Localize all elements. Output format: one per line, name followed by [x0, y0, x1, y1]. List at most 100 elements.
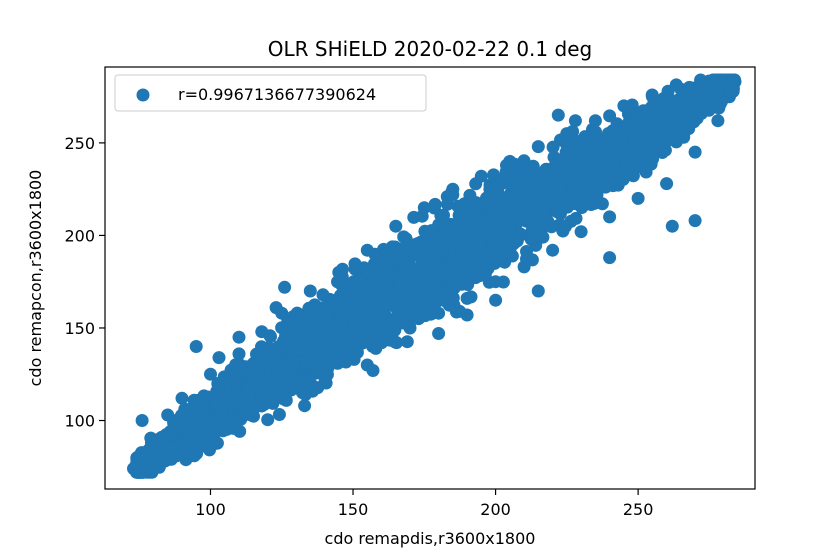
scatter-point	[175, 391, 189, 405]
scatter-point	[239, 407, 253, 421]
scatter-point	[432, 327, 446, 340]
scatter-point	[365, 327, 379, 341]
scatter-point	[646, 152, 659, 166]
scatter-point	[335, 318, 349, 332]
scatter-point	[274, 340, 288, 354]
scatter-point	[270, 365, 284, 379]
scatter-point	[665, 219, 679, 233]
scatter-point	[639, 165, 653, 179]
legend-marker	[136, 88, 150, 102]
scatter-point	[418, 224, 432, 238]
scatter-point	[337, 292, 351, 306]
scatter-point	[686, 88, 700, 102]
scatter-point	[715, 95, 728, 108]
scatter-point	[377, 297, 391, 311]
scatter-point	[406, 268, 420, 282]
scatter-point	[298, 399, 312, 413]
scatter-point	[366, 364, 380, 377]
scatter-point	[569, 177, 583, 191]
scatter-point	[682, 122, 696, 136]
y-axis-ticks: 100 150 200 250	[64, 134, 105, 431]
scatter-point	[411, 236, 425, 250]
scatter-point	[688, 145, 702, 159]
scatter-point	[501, 200, 515, 214]
scatter-point	[676, 96, 690, 110]
scatter-point	[514, 179, 528, 193]
scatter-point	[538, 164, 552, 178]
scatter-point	[272, 408, 286, 421]
scatter-point	[709, 83, 723, 97]
scatter-point	[213, 415, 227, 429]
scatter-point	[650, 130, 664, 144]
scatter-point	[294, 319, 308, 333]
scatter-point	[529, 223, 543, 237]
scatter-point	[499, 165, 513, 179]
x-axis-ticks: 100 150 200 250	[195, 489, 653, 519]
y-tick-label: 200	[64, 226, 95, 245]
scatter-point	[336, 262, 349, 276]
scatter-point	[603, 152, 617, 166]
scatter-point	[551, 108, 565, 122]
scatter-point	[660, 177, 674, 191]
scatter-point	[203, 443, 216, 457]
scatter-point	[461, 220, 475, 234]
scatter-point	[424, 307, 438, 321]
scatter-point	[266, 351, 280, 365]
x-tick-label: 100	[195, 500, 226, 519]
scatter-point	[604, 164, 618, 178]
scatter-point	[508, 233, 522, 247]
scatter-point	[299, 388, 312, 401]
scatter-point	[571, 140, 584, 154]
scatter-point	[328, 354, 342, 368]
scatter-point	[415, 255, 429, 268]
scatter-point	[316, 288, 330, 302]
scatter-point	[257, 386, 271, 399]
x-tick-label: 250	[623, 500, 654, 519]
scatter-point	[475, 211, 489, 225]
scatter-point	[179, 438, 193, 452]
scatter-point	[545, 220, 558, 234]
scatter-point	[204, 367, 217, 381]
scatter-point	[574, 225, 588, 239]
scatter-point	[229, 365, 242, 379]
scatter-point	[197, 405, 211, 419]
scatter-point	[665, 128, 678, 142]
scatter-point	[665, 96, 679, 109]
scatter-point	[404, 282, 418, 296]
scatter-point	[464, 290, 478, 304]
scatter-point	[187, 409, 201, 423]
scatter-point	[130, 456, 144, 470]
scatter-point	[546, 140, 560, 154]
scatter-point	[365, 296, 379, 310]
scatter-point	[616, 172, 630, 186]
scatter-point	[725, 73, 739, 87]
scatter-point	[568, 114, 582, 128]
scatter-point	[410, 303, 424, 317]
scatter-point	[369, 341, 383, 355]
scatter-point	[495, 210, 509, 224]
scatter-point	[195, 395, 209, 409]
scatter-point	[371, 316, 385, 330]
scatter-point	[440, 197, 454, 211]
scatter-point	[481, 225, 495, 239]
scatter-point	[531, 140, 545, 154]
scatter-point	[645, 88, 659, 102]
scatter-point	[724, 84, 738, 98]
scatter-point	[202, 429, 216, 442]
plot-frame	[104, 66, 756, 490]
scatter-point	[496, 275, 510, 289]
scatter-point	[325, 334, 339, 347]
scatter-point	[392, 277, 406, 291]
scatter-point	[404, 313, 418, 327]
x-tick-label: 150	[338, 500, 369, 519]
y-tick-label: 100	[64, 412, 95, 431]
scatter-point	[278, 280, 292, 294]
scatter-point	[250, 347, 263, 361]
scatter-point	[512, 214, 526, 228]
scatter-point	[628, 134, 642, 148]
scatter-point	[164, 441, 178, 455]
scatter-point	[382, 286, 396, 300]
scatter-point	[303, 284, 317, 298]
scatter-point	[459, 252, 473, 266]
scatter-point	[264, 374, 278, 388]
